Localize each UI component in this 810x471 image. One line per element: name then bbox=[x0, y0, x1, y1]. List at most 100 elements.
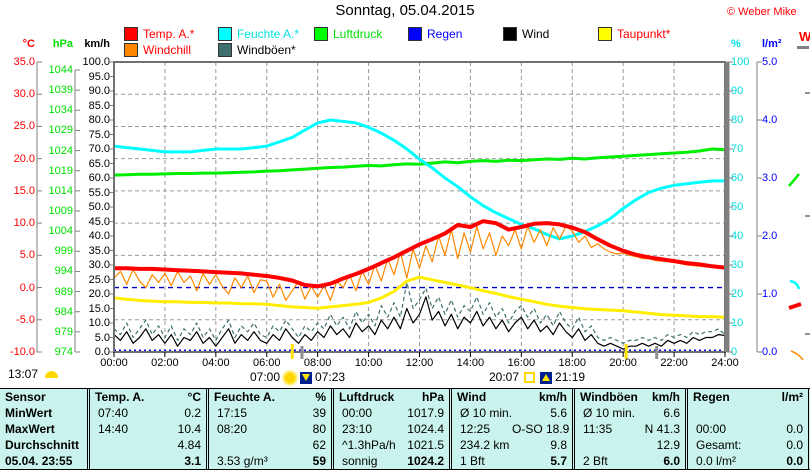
axis-unit-humidity_pct: % bbox=[731, 38, 741, 50]
table-cell-value: 59 bbox=[312, 454, 326, 468]
time-label: 08:00 bbox=[303, 357, 332, 369]
table-row bbox=[688, 405, 808, 421]
table-row: 11:35 N 41.3 bbox=[575, 421, 685, 437]
moonrise-icon bbox=[540, 371, 553, 384]
tick-label-wind_kmh: 85.0 bbox=[88, 99, 110, 112]
table-cell-value bbox=[754, 405, 808, 421]
moonset-time: 07:23 bbox=[315, 370, 346, 384]
tick-label-pressure_hpa: 994 bbox=[54, 265, 73, 278]
legend-label: Temp. A.* bbox=[143, 26, 195, 41]
legend-swatch-temp bbox=[124, 27, 138, 41]
tick-label-wind_kmh: 10.0 bbox=[88, 317, 110, 329]
table-column-name: Windböen bbox=[580, 390, 638, 404]
table-cell-info: 08:20 bbox=[217, 422, 248, 436]
legend-label: Taupunkt* bbox=[617, 26, 671, 41]
series-dewpoint bbox=[113, 275, 726, 319]
tick-label-pressure_hpa: 979 bbox=[54, 325, 73, 338]
table-cell-info: ^1.3hPa/h bbox=[342, 438, 396, 452]
axis-unit-rain_lm2: l/m² bbox=[762, 38, 782, 50]
axis-unit-wind_kmh: km/h bbox=[84, 38, 110, 50]
table-row: Ø 10 min. 5.6 bbox=[452, 405, 572, 421]
tick-label-wind_kmh: 45.0 bbox=[88, 215, 110, 228]
table-cell-info bbox=[688, 405, 754, 421]
table-cell-value: 62 bbox=[312, 438, 326, 452]
table-column-unit: hPa bbox=[421, 390, 444, 404]
table-column-name: Feuchte A. bbox=[214, 390, 275, 404]
table-cell-info: Ø 10 min. bbox=[583, 406, 636, 420]
tick-label-wind_kmh: 100.0 bbox=[82, 56, 110, 68]
legend-item-pressure: Luftdruck bbox=[314, 27, 382, 41]
sunset-moonrise-labels: 20:07 21:19 bbox=[489, 371, 585, 384]
table-column-regen: Regen l/m² 00:00 0.0 Gesamt: 0.0 0.0 l/m² 0.0 bbox=[685, 389, 808, 469]
tick-label-pressure_hpa: 1024 bbox=[48, 144, 73, 157]
table-row: 00:00 1017.9 bbox=[334, 405, 449, 421]
table-row: 0.0 l/m² 0.0 bbox=[688, 453, 808, 469]
tick-label-humidity_pct: 40 bbox=[731, 230, 744, 242]
table-cell-info: Ø 10 min. bbox=[460, 406, 513, 420]
table-column-unit: % bbox=[315, 390, 326, 404]
series-humidity bbox=[113, 118, 725, 241]
table-column-name: Regen bbox=[693, 390, 730, 404]
table-row: 62 bbox=[209, 437, 331, 453]
table-column-temp-a-: Temp. A. °C 07:40 0.2 14:40 10.4 4.84 3.1 bbox=[87, 389, 206, 469]
table-cell-info: 11:35 bbox=[583, 422, 613, 436]
series-pressure bbox=[113, 147, 726, 177]
table-row: 2 Bft 6.0 bbox=[575, 453, 685, 469]
table-row: 17:15 39 bbox=[209, 405, 331, 421]
cut-panel-humidity-mark bbox=[789, 279, 801, 290]
table-row: 23:10 1024.4 bbox=[334, 421, 449, 437]
table-cell-value: 6.6 bbox=[663, 406, 680, 420]
tick-label-rain_lm2: 3.0 bbox=[762, 172, 778, 184]
table-cell-info: 3.53 g/m³ bbox=[217, 454, 268, 468]
series-wind bbox=[113, 296, 726, 350]
axis-unit-temp_c: °C bbox=[22, 38, 35, 50]
down-arrow-icon bbox=[302, 374, 311, 381]
legend-label: Wind bbox=[522, 26, 550, 41]
table-cell-value: 1024.4 bbox=[407, 422, 444, 436]
tick-label-wind_kmh: 95.0 bbox=[88, 70, 110, 83]
moon-icon bbox=[45, 371, 59, 378]
tick-label-pressure_hpa: 1044 bbox=[48, 64, 73, 76]
sunrise-moonset-labels: 07:00 07:23 bbox=[250, 371, 345, 384]
time-label: 24:00 bbox=[711, 357, 739, 369]
legend-swatch-gusts bbox=[218, 43, 232, 57]
moonset-icon bbox=[300, 371, 313, 384]
sunrise-sun-icon bbox=[285, 372, 296, 383]
legend-item-dewpoint: Taupunkt* bbox=[598, 27, 670, 41]
table-cell-info: sonnig bbox=[342, 454, 378, 468]
cut-panel-windchill-mark bbox=[790, 350, 804, 361]
tick-label-pressure_hpa: 1019 bbox=[48, 164, 73, 177]
time-label: 00:00 bbox=[100, 357, 128, 369]
legend-item-wind: Wind bbox=[503, 27, 549, 41]
legend-swatch-windchill bbox=[124, 43, 138, 57]
table-column-name: Luftdruck bbox=[339, 390, 395, 404]
legend-swatch-pressure bbox=[314, 27, 328, 41]
legend-swatch-dewpoint bbox=[598, 27, 612, 41]
cut-panel-tick bbox=[805, 215, 810, 217]
table-row: 3.53 g/m³ 59 bbox=[209, 453, 331, 469]
tick-label-humidity_pct: 70 bbox=[731, 143, 744, 155]
table-cell-info: Gesamt: bbox=[696, 438, 742, 452]
tick-label-humidity_pct: 10 bbox=[731, 317, 744, 329]
table-cell-info: 1 Bft bbox=[460, 454, 485, 468]
legend-item-windchill: Windchill bbox=[124, 43, 191, 57]
tick-label-pressure_hpa: 999 bbox=[54, 245, 73, 258]
table-cell-info: 17:15 bbox=[217, 406, 248, 420]
legend-label: Windchill bbox=[143, 42, 192, 57]
table-column-header: Temp. A. °C bbox=[90, 389, 206, 405]
tick-label-wind_kmh: 5.0 bbox=[94, 331, 110, 344]
table-cell-value: 12.9 bbox=[656, 438, 680, 452]
table-row: 4.84 bbox=[90, 437, 206, 453]
time-label: 12:00 bbox=[405, 357, 434, 369]
series-gusts bbox=[113, 281, 726, 344]
tick-label-wind_kmh: 0.0 bbox=[94, 346, 110, 358]
tick-label-pressure_hpa: 1014 bbox=[48, 184, 73, 197]
table-cell-value: 0.2 bbox=[184, 406, 201, 420]
up-arrow-icon bbox=[542, 374, 551, 381]
table-column-name: Wind bbox=[457, 390, 487, 404]
cut-panel-letter: W bbox=[799, 29, 810, 44]
tick-label-rain_lm2: 0.0 bbox=[762, 346, 778, 358]
tick-label-temp_c: 0.0 bbox=[19, 281, 35, 294]
table-cell-value: 39 bbox=[312, 406, 326, 420]
